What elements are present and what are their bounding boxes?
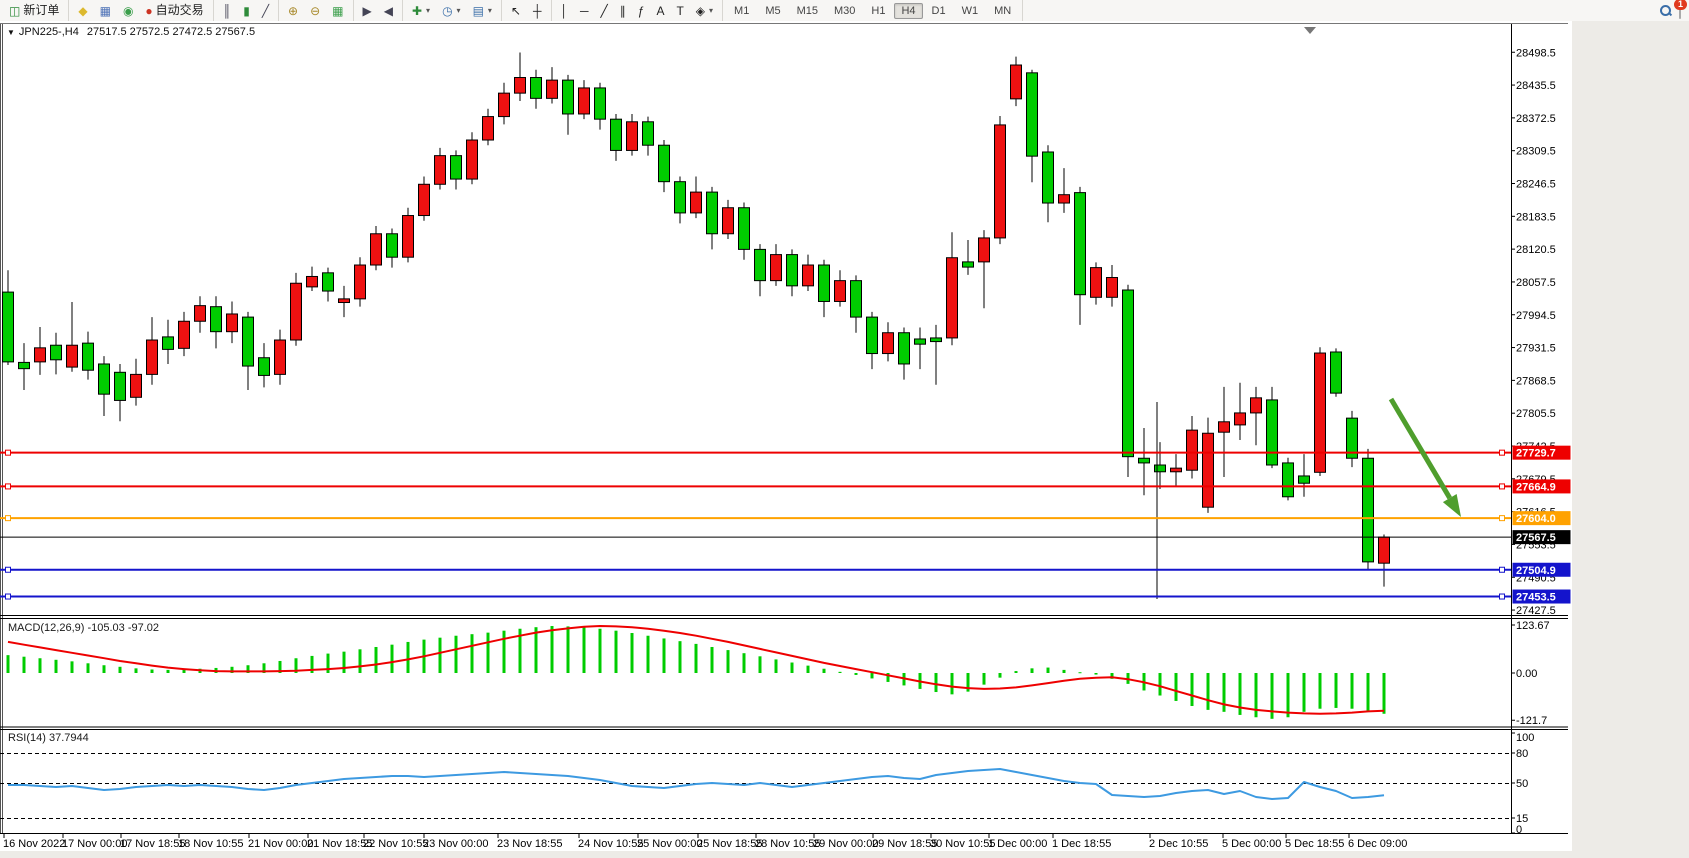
horizontal-line-icon: ─ xyxy=(580,3,589,18)
templates-icon: ▤ xyxy=(472,3,484,18)
vertical-line-icon[interactable]: │ xyxy=(556,2,574,20)
ohlc-values: 27517.5 27572.5 27472.5 27567.5 xyxy=(86,26,256,38)
timeframe-m1[interactable]: M1 xyxy=(734,4,750,17)
timeframe-m5[interactable]: M5 xyxy=(765,4,781,17)
signals-icon: ◉ xyxy=(122,3,134,18)
bar-chart-icon: ║ xyxy=(222,3,232,18)
periods-icon[interactable]: ◷ ▾ xyxy=(437,1,466,20)
candlestick-chart-icon: ▮ xyxy=(243,3,250,18)
text-label-icon: T xyxy=(676,3,684,18)
channel-icon[interactable]: ∥ xyxy=(615,2,631,20)
notifications-button[interactable]: 1 xyxy=(1674,0,1687,19)
timeframe-mn[interactable]: MN xyxy=(994,4,1012,17)
dropdown-caret-icon: ▾ xyxy=(487,6,492,15)
new-order-button-label: 新订单 xyxy=(23,3,60,17)
notification-badge: 1 xyxy=(1674,0,1687,10)
fibonacci-icon[interactable]: ƒ xyxy=(633,2,650,20)
signals-icon[interactable]: ◉ xyxy=(118,2,138,20)
templates-icon[interactable]: ▤ ▾ xyxy=(468,1,497,20)
auto-trading-button-label: 自动交易 xyxy=(155,3,204,17)
right-margin xyxy=(1572,21,1689,858)
market-watch-icon[interactable]: ▦ xyxy=(95,2,116,20)
ticket-icon: ◆ xyxy=(78,3,88,18)
zoom-out-icon: ⊖ xyxy=(310,3,321,18)
zoom-in-icon: ⊕ xyxy=(288,3,299,18)
timeframe-w1[interactable]: W1 xyxy=(961,4,979,17)
auto-trading-icon: ● xyxy=(145,3,153,18)
new-order-button[interactable]: ◫ 新订单 xyxy=(4,1,64,20)
periods-icon: ◷ xyxy=(442,3,453,18)
chart-shift-icon: ◀ xyxy=(383,3,393,18)
crosshair-icon: ┼ xyxy=(532,3,542,18)
candlestick-chart-icon[interactable]: ▮ xyxy=(238,2,255,20)
arrows-icon: ◈ xyxy=(695,3,706,18)
timeframe-d1[interactable]: D1 xyxy=(931,4,946,17)
search-icon[interactable] xyxy=(1660,5,1671,16)
tile-windows-icon: ▦ xyxy=(332,3,344,18)
timeframe-h1[interactable]: H1 xyxy=(871,4,886,17)
indicators-icon[interactable]: ✚ ▾ xyxy=(407,1,435,20)
dropdown-caret-icon: ▾ xyxy=(426,6,431,15)
text-label-icon[interactable]: T xyxy=(671,2,688,20)
auto-trading-button[interactable]: ● 自动交易 xyxy=(140,1,208,20)
chevron-down-icon[interactable]: ▼ xyxy=(7,28,15,37)
vertical-line-icon: │ xyxy=(560,3,569,18)
fibonacci-icon: ƒ xyxy=(637,3,645,18)
symbol-period-label: JPN225-,H4 xyxy=(18,26,79,38)
line-chart-icon: ╱ xyxy=(261,3,270,18)
zoom-out-icon[interactable]: ⊖ xyxy=(305,2,325,20)
timeframe-h4[interactable]: H4 xyxy=(894,2,923,19)
tile-windows-icon[interactable]: ▦ xyxy=(327,2,348,20)
horizontal-line-icon[interactable]: ─ xyxy=(575,2,594,20)
bar-chart-icon[interactable]: ║ xyxy=(218,2,237,20)
timeframe-m30[interactable]: M30 xyxy=(834,4,856,17)
cursor-icon: ↖ xyxy=(510,3,521,18)
timeframe-toolbar: M1 M5 M15 M30 H1 H4 D1 W1 MN xyxy=(723,0,1024,21)
chat-bubble-icon xyxy=(1679,2,1681,19)
main-toolbar: ◫ 新订单 ◆ ▦ ◉ ● 自动交易 ║ ▮ ╱ ⊕ ⊖ ▦ ▶ ◀ ✚ ▾ ◷ ▾ ▤ ▾ ↖ ┼ │ ─ ╱ ∥ ƒ A T ◈ ▾ M1… xyxy=(0,0,1689,22)
market-watch-icon: ▦ xyxy=(99,3,111,18)
dropdown-caret-icon: ▾ xyxy=(456,6,461,15)
text-icon[interactable]: A xyxy=(651,2,669,20)
timeframe-m15[interactable]: M15 xyxy=(796,4,819,17)
chart-canvas[interactable] xyxy=(0,21,1572,851)
line-chart-icon[interactable]: ╱ xyxy=(257,2,274,20)
zoom-in-icon[interactable]: ⊕ xyxy=(283,2,303,20)
dropdown-caret-icon: ▾ xyxy=(709,6,714,15)
ticket-icon[interactable]: ◆ xyxy=(73,2,92,20)
trendline-icon[interactable]: ╱ xyxy=(596,2,613,20)
chart-title: ▼ JPN225-,H4 27517.5 27572.5 27472.5 27567… xyxy=(7,26,255,38)
arrows-icon[interactable]: ◈ ▾ xyxy=(691,1,718,20)
auto-scroll-icon: ▶ xyxy=(362,3,372,18)
rsi-indicator-label: RSI(14) 37.7944 xyxy=(8,732,89,744)
text-icon: A xyxy=(656,3,665,18)
new-order-icon: ◫ xyxy=(9,3,21,18)
macd-indicator-label: MACD(12,26,9) -105.03 -97.02 xyxy=(8,622,160,634)
crosshair-icon[interactable]: ┼ xyxy=(528,2,547,20)
indicators-icon: ✚ xyxy=(411,3,423,18)
channel-icon: ∥ xyxy=(619,3,626,18)
trendline-icon: ╱ xyxy=(600,3,608,18)
auto-scroll-icon[interactable]: ▶ xyxy=(358,2,377,20)
cursor-icon[interactable]: ↖ xyxy=(506,2,526,20)
chart-shift-icon[interactable]: ◀ xyxy=(379,2,398,20)
